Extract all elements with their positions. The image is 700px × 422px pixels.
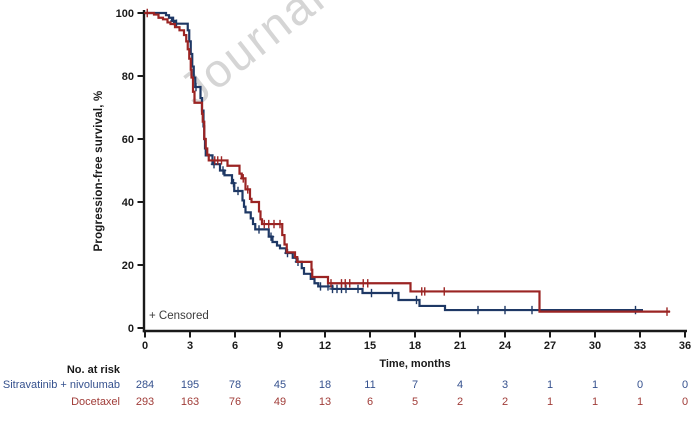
x-tick-label: 15 [364,340,376,352]
x-tick-label: 6 [232,340,238,352]
y-tick-label: 80 [122,71,134,83]
km-curve-sitravatinib-nivolumab [145,11,643,312]
risk-count: 45 [273,379,287,391]
x-tick-label: 36 [679,340,691,352]
risk-count: 6 [366,396,374,408]
y-tick-label: 60 [122,134,134,146]
risk-count: 195 [180,379,200,391]
km-curve-docetaxel [145,11,670,313]
risk-count: 284 [135,379,155,391]
risk-row-label: Docetaxel [71,396,120,408]
y-tick-label: 20 [122,260,134,272]
y-axis-title: Progression-free survival, % [93,90,105,252]
censored-note: + Censored [149,310,209,322]
risk-count: 49 [273,396,287,408]
risk-count: 0 [681,396,689,408]
risk-count: 3 [501,379,509,391]
risk-count: 0 [636,379,644,391]
censor-marks-sitravatinib-nivolumab [170,16,639,315]
risk-count: 2 [501,396,509,408]
risk-count: 78 [228,379,242,391]
risk-count: 2 [456,396,464,408]
x-tick-label: 0 [142,340,148,352]
risk-count: 1 [546,379,554,391]
x-tick-label: 30 [589,340,601,352]
y-tick-label: 0 [128,323,134,335]
risk-table-title: No. at risk [66,364,120,376]
risk-count: 11 [364,379,376,391]
y-tick-label: 40 [122,197,134,209]
x-tick-label: 27 [544,340,556,352]
risk-count: 13 [318,396,332,408]
x-tick-label: 18 [409,340,421,352]
x-tick-label: 21 [454,340,466,352]
risk-count: 163 [180,396,200,408]
x-axis-title: Time, months [379,358,451,370]
censor-marks-docetaxel [144,8,671,316]
x-tick-label: 12 [319,340,331,352]
x-tick-label: 9 [277,340,283,352]
risk-count: 4 [456,379,464,391]
x-tick-label: 33 [634,340,646,352]
risk-count: 7 [411,379,419,391]
risk-count: 5 [411,396,419,408]
x-tick-label: 24 [499,340,512,352]
risk-count: 1 [636,396,644,408]
x-tick-label: 3 [187,340,193,352]
risk-count: 76 [228,396,242,408]
risk-count: 293 [135,396,155,408]
risk-count: 1 [591,379,599,391]
risk-count: 0 [681,379,689,391]
risk-count: 1 [591,396,599,408]
y-tick-label: 100 [116,8,134,20]
risk-count: 1 [546,396,554,408]
risk-count: 18 [318,379,332,391]
risk-row-label: Sitravatinib + nivolumab [2,379,120,391]
